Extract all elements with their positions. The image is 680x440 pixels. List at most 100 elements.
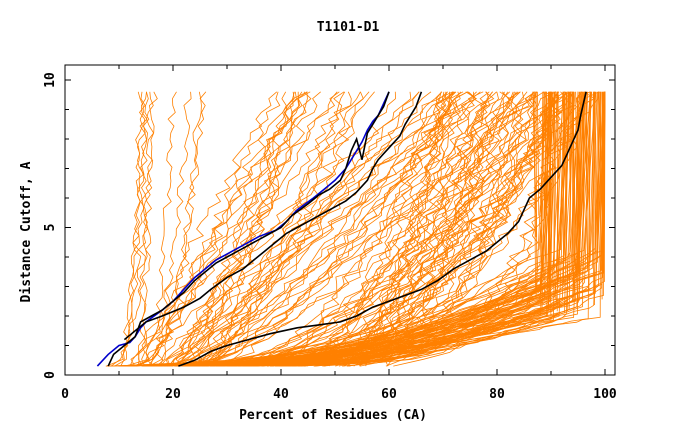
model-curve bbox=[146, 91, 592, 367]
model-curve bbox=[287, 91, 601, 367]
model-curve bbox=[342, 91, 493, 367]
model-curve bbox=[216, 91, 605, 367]
model-curve bbox=[125, 91, 554, 367]
model-curve bbox=[201, 91, 345, 367]
model-curve bbox=[594, 91, 597, 306]
model-curve bbox=[107, 91, 568, 367]
model-curve bbox=[346, 91, 477, 367]
model-curve bbox=[353, 91, 519, 367]
model-curve bbox=[177, 91, 443, 367]
model-curve bbox=[573, 91, 576, 267]
model-curve bbox=[184, 91, 548, 367]
model-curve bbox=[285, 91, 606, 367]
model-curve bbox=[284, 91, 464, 367]
model-curve bbox=[203, 91, 448, 367]
x-axis-label: Percent of Residues (CA) bbox=[239, 408, 427, 423]
x-axis-ticks: 0 20 40 60 80 100 bbox=[61, 65, 617, 402]
plot-frame bbox=[64, 64, 616, 376]
model-curve bbox=[163, 91, 564, 367]
model-curve bbox=[220, 91, 564, 367]
black-model-1-line bbox=[107, 91, 390, 367]
black-model-2-line bbox=[123, 91, 423, 341]
model-curve bbox=[267, 91, 510, 367]
model-curve bbox=[171, 91, 538, 367]
y-tick-label: 0 bbox=[43, 371, 58, 379]
model-curve bbox=[175, 91, 454, 367]
x-tick-label: 40 bbox=[273, 387, 289, 402]
model-curve bbox=[269, 91, 606, 367]
model-curve bbox=[324, 91, 477, 367]
model-curve bbox=[138, 91, 150, 367]
model-curve bbox=[166, 91, 477, 367]
model-curve bbox=[165, 91, 442, 367]
model-curve bbox=[120, 91, 144, 367]
model-curves bbox=[105, 91, 606, 367]
model-curve bbox=[597, 91, 600, 250]
model-curve bbox=[194, 91, 556, 367]
model-curve bbox=[266, 91, 490, 367]
model-curve bbox=[324, 91, 560, 367]
model-curve bbox=[237, 91, 535, 367]
model-curve bbox=[278, 91, 536, 367]
model-curve bbox=[228, 91, 560, 367]
model-curve bbox=[210, 91, 456, 367]
chart-title: T1101-D1 bbox=[317, 20, 380, 35]
x-tick-label: 60 bbox=[381, 387, 397, 402]
model-curve bbox=[254, 91, 495, 367]
model-curve bbox=[365, 91, 461, 367]
highlight-curves bbox=[96, 91, 587, 367]
model-curve bbox=[592, 91, 595, 294]
model-curve bbox=[556, 91, 559, 312]
blue-model-line bbox=[96, 91, 390, 367]
model-curve bbox=[136, 91, 202, 367]
model-curve bbox=[106, 91, 158, 367]
model-curve bbox=[125, 91, 192, 367]
model-curve bbox=[188, 91, 468, 367]
x-tick-label: 80 bbox=[489, 387, 505, 402]
model-curve bbox=[335, 91, 447, 367]
model-curve bbox=[185, 91, 295, 367]
x-tick-label: 20 bbox=[165, 387, 181, 402]
model-curve bbox=[150, 91, 297, 367]
model-curve bbox=[540, 91, 544, 243]
model-curve bbox=[141, 91, 278, 367]
model-curve bbox=[154, 91, 338, 367]
y-tick-label: 5 bbox=[43, 224, 58, 232]
model-curve bbox=[548, 91, 552, 316]
model-curve bbox=[166, 91, 375, 367]
x-tick-label: 100 bbox=[593, 387, 617, 402]
model-curve bbox=[196, 91, 364, 367]
model-curve bbox=[358, 91, 499, 367]
model-curve bbox=[193, 91, 457, 367]
model-curve bbox=[219, 91, 454, 367]
model-curve bbox=[168, 91, 311, 367]
model-curve bbox=[207, 91, 396, 367]
model-curve bbox=[171, 91, 481, 367]
model-curve bbox=[168, 91, 564, 367]
model-curve bbox=[601, 91, 604, 300]
model-curve bbox=[303, 91, 545, 367]
model-curve bbox=[132, 91, 207, 367]
model-curve bbox=[343, 91, 448, 367]
model-curve bbox=[533, 91, 536, 289]
model-curve bbox=[228, 91, 454, 367]
model-curve bbox=[147, 91, 420, 367]
model-curve bbox=[110, 91, 146, 367]
model-curve bbox=[187, 91, 490, 367]
model-curve bbox=[256, 91, 600, 367]
model-curve bbox=[289, 91, 546, 367]
black-model-3-line bbox=[178, 91, 587, 367]
model-curve bbox=[176, 91, 361, 367]
model-curve bbox=[202, 91, 534, 367]
model-curve bbox=[119, 91, 581, 367]
model-curve bbox=[145, 91, 287, 367]
model-curve bbox=[306, 91, 447, 367]
model-curve bbox=[568, 91, 573, 309]
model-curve bbox=[223, 91, 604, 367]
y-tick-label: 10 bbox=[43, 72, 58, 88]
model-curve bbox=[175, 91, 346, 367]
model-curve bbox=[168, 91, 447, 367]
model-curve bbox=[549, 91, 552, 238]
model-curve bbox=[137, 91, 155, 367]
